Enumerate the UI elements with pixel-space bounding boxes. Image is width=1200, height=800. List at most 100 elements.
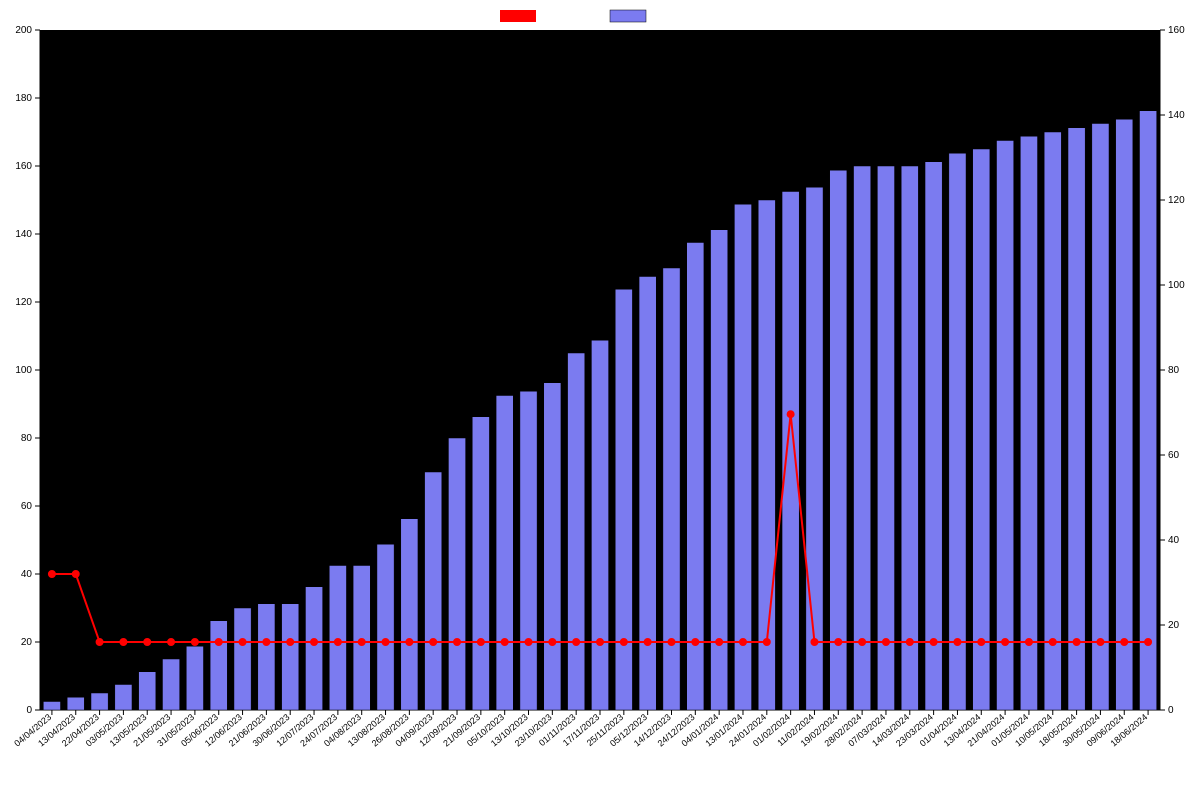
bar: [353, 566, 370, 711]
bar: [591, 340, 608, 710]
bar: [91, 693, 108, 710]
line-marker: [168, 639, 175, 646]
bar: [472, 417, 489, 710]
line-marker: [191, 639, 198, 646]
bar: [115, 685, 132, 711]
bar: [258, 604, 275, 710]
left-axis-tick-label: 160: [15, 161, 32, 172]
bar: [162, 659, 179, 710]
bar: [520, 391, 537, 710]
line-marker: [716, 639, 723, 646]
bar: [282, 604, 299, 710]
line-marker: [882, 639, 889, 646]
line-marker: [597, 639, 604, 646]
line-marker: [1049, 639, 1056, 646]
bar: [782, 192, 799, 711]
bar: [830, 170, 847, 710]
line-marker: [430, 639, 437, 646]
legend-bar-swatch: [610, 10, 646, 22]
bar: [234, 608, 251, 710]
bar: [1092, 124, 1109, 711]
bar: [210, 621, 227, 710]
line-marker: [906, 639, 913, 646]
bar: [949, 153, 966, 710]
right-axis-tick-label: 160: [1168, 25, 1185, 36]
line-marker: [96, 639, 103, 646]
left-axis-tick-label: 180: [15, 93, 32, 104]
line-marker: [287, 639, 294, 646]
bar: [1044, 132, 1061, 710]
line-marker: [406, 639, 413, 646]
line-marker: [1073, 639, 1080, 646]
bar: [997, 141, 1014, 711]
bar: [377, 544, 394, 710]
line-marker: [215, 639, 222, 646]
bar: [901, 166, 918, 710]
line-marker: [668, 639, 675, 646]
bar: [806, 187, 823, 710]
left-axis-tick-label: 60: [21, 501, 33, 512]
line-marker: [811, 639, 818, 646]
bar: [544, 383, 561, 710]
line-marker: [644, 639, 651, 646]
line-marker: [72, 571, 79, 578]
right-axis-tick-label: 20: [1168, 620, 1180, 631]
dual-axis-chart: 0204060801001201401601802000204060801001…: [0, 0, 1200, 800]
bar: [496, 396, 513, 711]
bar: [877, 166, 894, 710]
line-marker: [978, 639, 985, 646]
bar: [854, 166, 871, 710]
right-axis-tick-label: 80: [1168, 365, 1180, 376]
right-axis-tick-label: 120: [1168, 195, 1185, 206]
right-axis-tick-label: 40: [1168, 535, 1180, 546]
bar: [1140, 111, 1157, 710]
line-marker: [1002, 639, 1009, 646]
line-marker: [549, 639, 556, 646]
line-marker: [835, 639, 842, 646]
line-marker: [501, 639, 508, 646]
right-axis-tick-label: 100: [1168, 280, 1185, 291]
line-marker: [144, 639, 151, 646]
left-axis-tick-label: 40: [21, 569, 33, 580]
line-marker: [263, 639, 270, 646]
bar: [329, 566, 346, 711]
left-axis-tick-label: 120: [15, 297, 32, 308]
line-marker: [739, 639, 746, 646]
line-marker: [1121, 639, 1128, 646]
bar: [1020, 136, 1037, 710]
line-marker: [930, 639, 937, 646]
bar: [615, 289, 632, 710]
line-marker: [382, 639, 389, 646]
right-axis-tick-label: 140: [1168, 110, 1185, 121]
right-axis-tick-label: 0: [1168, 705, 1174, 716]
legend-line-swatch: [500, 10, 536, 22]
line-marker: [334, 639, 341, 646]
bar: [925, 162, 942, 710]
line-marker: [573, 639, 580, 646]
line-marker: [692, 639, 699, 646]
line-marker: [454, 639, 461, 646]
bar: [305, 587, 322, 710]
left-axis-tick-label: 0: [26, 705, 32, 716]
bar: [448, 438, 465, 710]
bar: [401, 519, 418, 710]
left-axis-tick-label: 100: [15, 365, 32, 376]
line-marker: [358, 639, 365, 646]
left-axis-tick-label: 200: [15, 25, 32, 36]
bar: [186, 646, 203, 710]
bar: [425, 472, 442, 710]
bar: [711, 230, 728, 710]
line-marker: [311, 639, 318, 646]
right-axis-tick-label: 60: [1168, 450, 1180, 461]
line-marker: [1025, 639, 1032, 646]
bar: [139, 672, 156, 710]
bar: [1116, 119, 1133, 710]
line-marker: [477, 639, 484, 646]
line-marker: [859, 639, 866, 646]
line-marker: [48, 571, 55, 578]
line-marker: [239, 639, 246, 646]
line-marker: [1145, 639, 1152, 646]
bar: [973, 149, 990, 710]
line-marker: [1097, 639, 1104, 646]
bar: [43, 702, 60, 711]
